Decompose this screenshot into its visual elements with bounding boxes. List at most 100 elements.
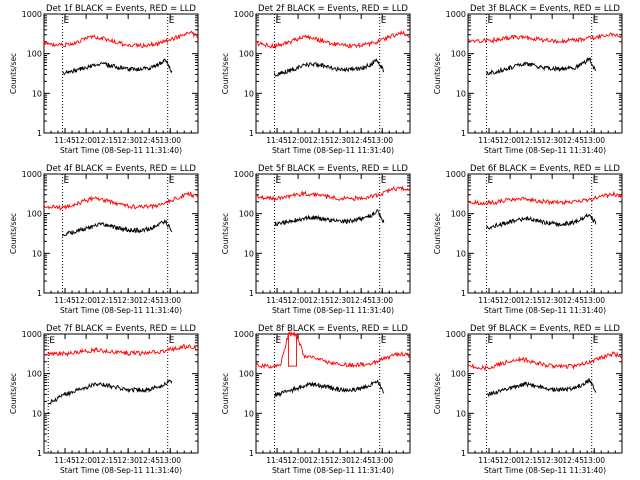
series-line-events [486, 378, 597, 398]
y-tick-label: 10 [244, 89, 254, 98]
event-marker-label: E [381, 336, 387, 346]
x-tick-label: 12:30 [541, 456, 563, 465]
x-axis-label: Start Time (08-Sep-11 11:31:40) [60, 466, 182, 475]
y-tick-label: 100 [451, 370, 466, 379]
y-tick-label: 100 [27, 50, 42, 59]
series-line-lld [467, 351, 623, 372]
x-tick-label: 12:15 [96, 136, 118, 145]
series-line-events [47, 379, 173, 406]
event-marker-label: E [276, 336, 282, 346]
plot-frame [467, 173, 623, 294]
x-tick-label: 13:00 [159, 456, 181, 465]
series-line-lld [255, 30, 411, 50]
y-tick-label: 1000 [234, 330, 254, 339]
event-marker-label: E [593, 16, 599, 26]
y-tick-label: 10 [456, 89, 466, 98]
event-marker-label: E [276, 16, 282, 26]
x-tick-label: 12:45 [562, 296, 584, 305]
x-tick-label: 11:45 [54, 296, 76, 305]
series-line-events [486, 212, 597, 230]
y-tick-label: 10 [456, 409, 466, 418]
x-tick-label: 13:00 [583, 136, 605, 145]
y-tick-label: 1000 [446, 330, 466, 339]
y-tick-label: 1 [461, 289, 466, 298]
y-tick-label: 100 [27, 210, 42, 219]
detector-panel-6: Det 6f BLACK = Events, RED = LLD 1 10 100 10… [433, 164, 623, 315]
x-tick-label: 12:15 [520, 136, 542, 145]
x-tick-label: 12:00 [75, 136, 97, 145]
y-axis-label: Counts/sec [433, 213, 442, 254]
x-tick-label: 11:45 [266, 456, 288, 465]
x-tick-label: 13:00 [583, 456, 605, 465]
event-marker-label: E [64, 16, 70, 26]
x-tick-label: 13:00 [371, 296, 393, 305]
y-tick-label: 1 [249, 289, 254, 298]
x-tick-label: 12:45 [138, 136, 160, 145]
event-marker-label: E [488, 336, 494, 346]
x-tick-label: 12:45 [350, 136, 372, 145]
y-tick-label: 100 [239, 50, 254, 59]
y-axis-label: Counts/sec [9, 53, 18, 94]
detector-panel-3: Det 3f BLACK = Events, RED = LLD 1 10 100 10… [433, 4, 623, 155]
x-axis-label: Start Time (08-Sep-11 11:31:40) [484, 146, 606, 155]
panel-title: Det 7f BLACK = Events, RED = LLD [46, 324, 196, 334]
detector-panel-8: Det 8f BLACK = Events, RED = LLD 1 10 100 10… [221, 324, 411, 475]
x-tick-label: 12:00 [499, 136, 521, 145]
x-tick-label: 13:00 [371, 456, 393, 465]
y-tick-label: 1 [37, 129, 42, 138]
panel-title: Det 4f BLACK = Events, RED = LLD [46, 164, 196, 174]
detector-panel-5: Det 5f BLACK = Events, RED = LLD 1 10 100 10… [221, 164, 411, 315]
panel-title: Det 3f BLACK = Events, RED = LLD [470, 4, 620, 14]
panel-title: Det 1f BLACK = Events, RED = LLD [46, 4, 196, 14]
y-tick-label: 1 [461, 129, 466, 138]
event-marker-label: E [64, 176, 70, 186]
plot-frame [255, 173, 411, 294]
y-axis-label: Counts/sec [433, 53, 442, 94]
x-tick-label: 11:45 [54, 456, 76, 465]
event-marker-label: E [49, 336, 55, 346]
y-tick-label: 1 [461, 449, 466, 458]
x-tick-label: 12:45 [350, 296, 372, 305]
x-tick-label: 13:00 [583, 296, 605, 305]
x-tick-label: 11:45 [478, 296, 500, 305]
x-tick-label: 12:45 [562, 136, 584, 145]
x-tick-label: 12:45 [350, 456, 372, 465]
y-tick-label: 100 [451, 210, 466, 219]
x-axis-label: Start Time (08-Sep-11 11:31:40) [60, 306, 182, 315]
y-tick-label: 100 [27, 370, 42, 379]
x-axis-label: Start Time (08-Sep-11 11:31:40) [272, 306, 394, 315]
event-marker-label: E [593, 336, 599, 346]
x-tick-label: 13:00 [159, 136, 181, 145]
x-tick-label: 12:00 [287, 136, 309, 145]
x-tick-label: 12:15 [308, 456, 330, 465]
x-tick-label: 11:45 [266, 296, 288, 305]
x-axis-label: Start Time (08-Sep-11 11:31:40) [484, 466, 606, 475]
x-axis-label: Start Time (08-Sep-11 11:31:40) [484, 306, 606, 315]
x-tick-label: 13:00 [159, 296, 181, 305]
x-tick-label: 13:00 [371, 136, 393, 145]
y-tick-label: 10 [456, 249, 466, 258]
y-tick-label: 1000 [234, 10, 254, 19]
y-tick-label: 10 [244, 409, 254, 418]
y-tick-label: 10 [244, 249, 254, 258]
x-tick-label: 11:45 [478, 136, 500, 145]
y-tick-label: 100 [451, 50, 466, 59]
y-tick-label: 1 [249, 449, 254, 458]
series-line-events [62, 58, 173, 76]
x-tick-label: 12:15 [520, 296, 542, 305]
event-marker-label: E [488, 176, 494, 186]
event-marker-label: E [276, 176, 282, 186]
detector-panel-9: Det 9f BLACK = Events, RED = LLD 1 10 100 10… [433, 324, 623, 475]
detector-panel-2: Det 2f BLACK = Events, RED = LLD 1 10 100 10… [221, 4, 411, 155]
series-line-lld [255, 330, 411, 369]
event-marker-label: E [381, 176, 387, 186]
detector-panel-4: Det 4f BLACK = Events, RED = LLD 1 10 100 10… [9, 164, 199, 315]
series-line-lld [255, 185, 411, 202]
y-tick-label: 1000 [22, 10, 42, 19]
series-line-events [486, 56, 597, 76]
x-tick-label: 12:15 [520, 456, 542, 465]
y-tick-label: 1000 [446, 170, 466, 179]
y-tick-label: 1 [249, 129, 254, 138]
series-line-lld [43, 344, 199, 357]
